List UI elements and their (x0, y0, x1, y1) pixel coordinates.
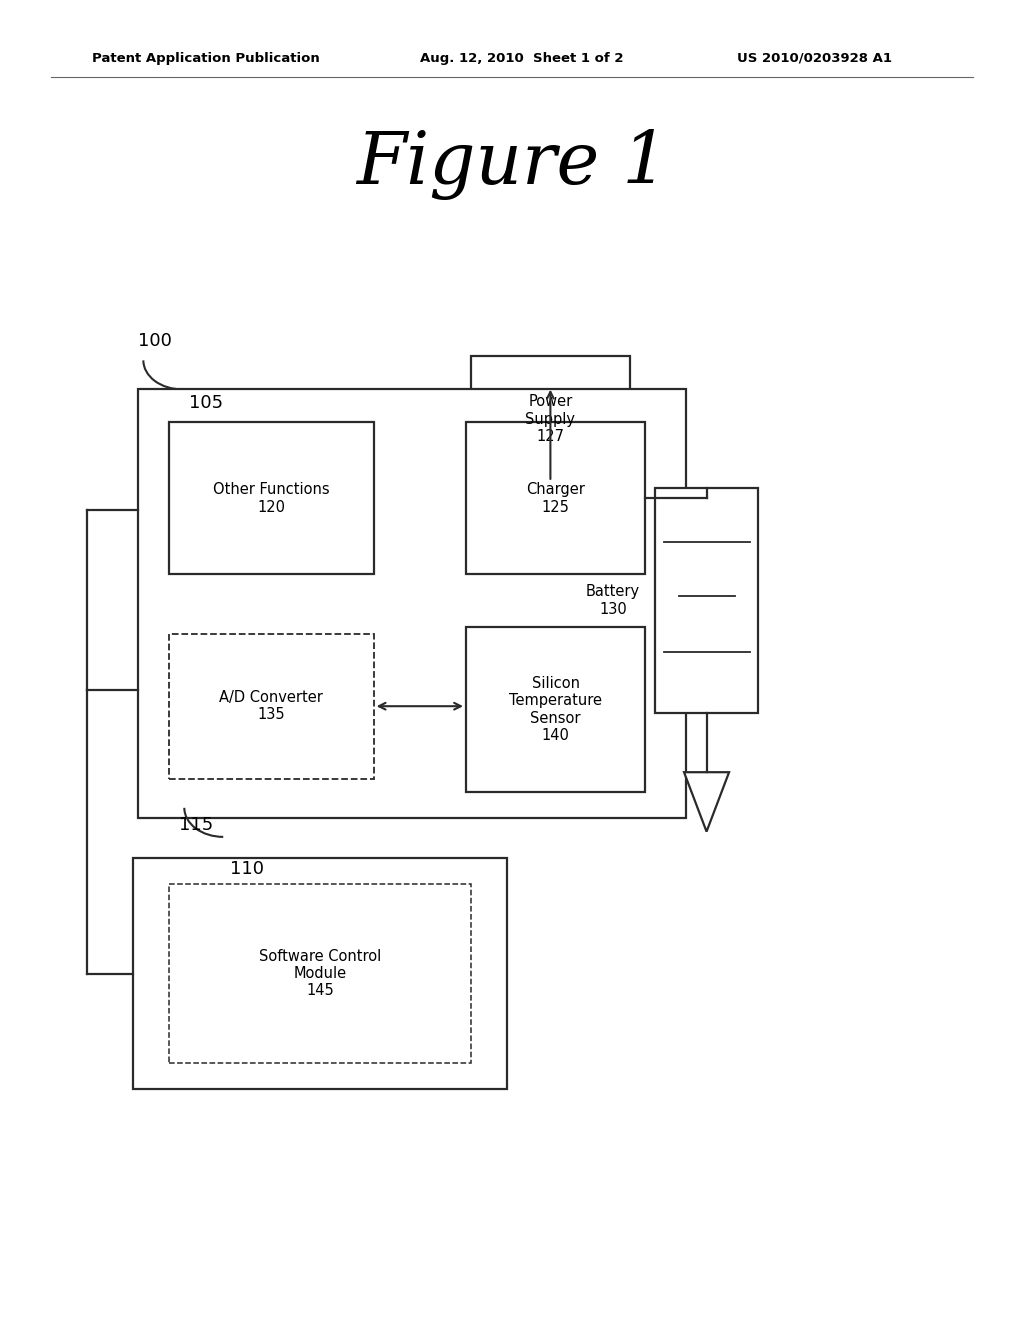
Bar (169, 884, 471, 1063)
Text: Other Functions
120: Other Functions 120 (213, 482, 330, 515)
Bar (169, 634, 374, 779)
Text: Software Control
Module
145: Software Control Module 145 (259, 949, 381, 998)
Text: Power
Supply
127: Power Supply 127 (525, 395, 575, 444)
Bar (466, 627, 645, 792)
Text: Patent Application Publication: Patent Application Publication (92, 51, 319, 65)
Bar (138, 389, 686, 818)
Polygon shape (684, 772, 729, 832)
Text: A/D Converter
135: A/D Converter 135 (219, 690, 324, 722)
Text: Charger
125: Charger 125 (526, 482, 585, 515)
Text: US 2010/0203928 A1: US 2010/0203928 A1 (737, 51, 892, 65)
Text: 110: 110 (230, 859, 264, 878)
Bar (133, 858, 507, 1089)
Text: 105: 105 (189, 393, 223, 412)
Text: 100: 100 (138, 331, 172, 350)
Text: Battery
130: Battery 130 (586, 585, 640, 616)
Bar (466, 422, 645, 574)
Text: Silicon
Temperature
Sensor
140: Silicon Temperature Sensor 140 (509, 676, 602, 743)
Text: 115: 115 (179, 816, 213, 834)
Bar (169, 422, 374, 574)
Text: Figure 1: Figure 1 (356, 129, 668, 201)
Bar (471, 356, 630, 482)
Text: Aug. 12, 2010  Sheet 1 of 2: Aug. 12, 2010 Sheet 1 of 2 (420, 51, 624, 65)
Bar (655, 488, 758, 713)
